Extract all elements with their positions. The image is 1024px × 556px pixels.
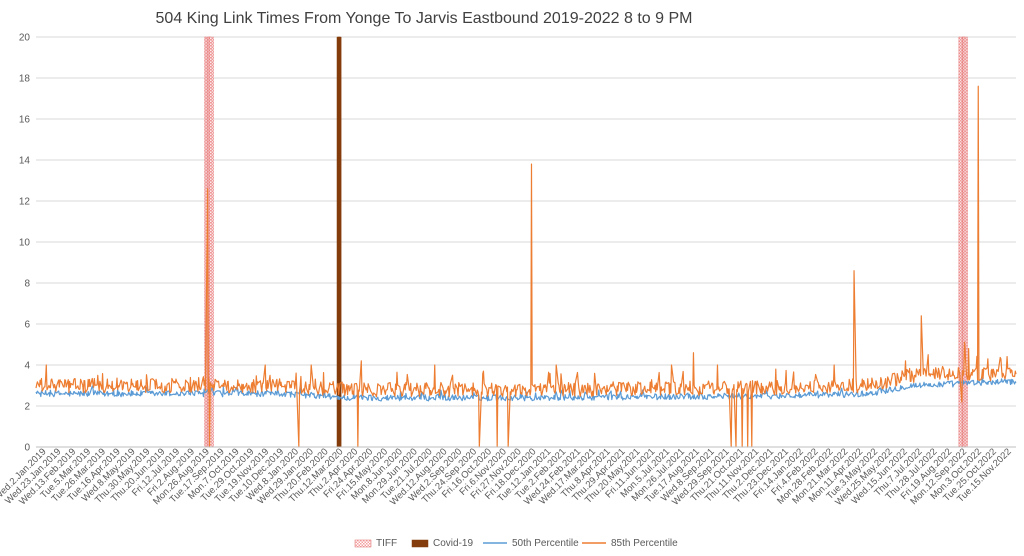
y-tick-label: 0 xyxy=(24,443,30,454)
y-tick-label: 6 xyxy=(24,320,30,331)
y-tick-label: 18 xyxy=(19,74,31,85)
series-lines xyxy=(35,85,1017,448)
legend-covid-label: Covid-19 xyxy=(433,538,473,549)
y-tick-label: 4 xyxy=(24,361,30,372)
legend-p85-label: 85th Percentile xyxy=(611,538,678,549)
y-tick-label: 2 xyxy=(24,402,30,413)
tiff-bar xyxy=(964,36,966,448)
legend-tiff-label: TIFF xyxy=(376,538,397,549)
p50-series-line xyxy=(35,376,1017,402)
legend-covid-swatch xyxy=(411,539,429,548)
gridlines xyxy=(36,36,1016,407)
legend-p50-label: 50th Percentile xyxy=(512,538,579,549)
y-tick-label: 20 xyxy=(19,33,31,44)
legend: TIFF Covid-19 50th Percentile 85th Percenti… xyxy=(354,538,678,549)
y-tick-label: 10 xyxy=(19,238,31,249)
y-axis-ticks: 0 2 4 6 8 10 12 14 16 18 20 xyxy=(19,33,31,454)
x-axis-ticks: Wed.2.Jan.2019Wed.23.Jan.2019Wed.13.Feb.… xyxy=(0,446,1014,508)
chart-title: 504 King Link Times From Yonge To Jarvis… xyxy=(156,10,693,27)
y-tick-label: 8 xyxy=(24,279,30,290)
tiff-bar xyxy=(966,36,968,448)
y-tick-label: 14 xyxy=(19,156,31,167)
legend-tiff-swatch xyxy=(354,539,372,548)
y-tick-label: 12 xyxy=(19,197,31,208)
y-tick-label: 16 xyxy=(19,115,31,126)
p85-series-line xyxy=(35,85,1017,448)
